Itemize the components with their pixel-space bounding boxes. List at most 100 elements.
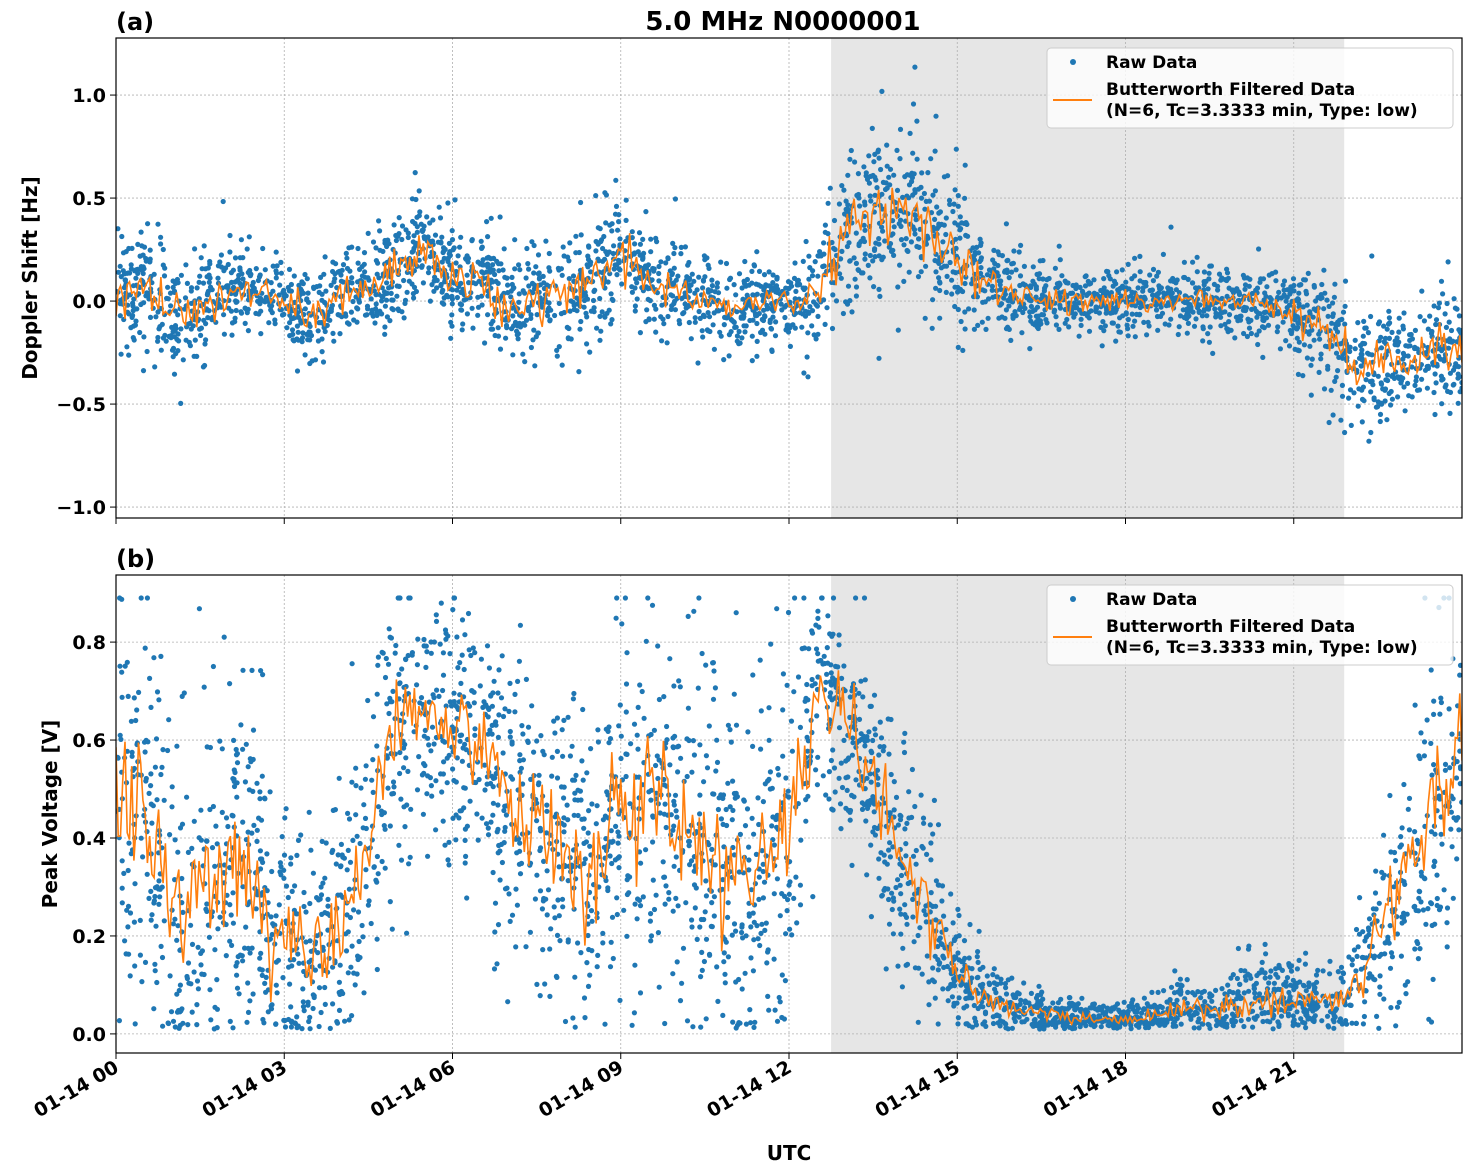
raw-data-point [356, 297, 362, 303]
raw-data-point [980, 287, 986, 293]
raw-data-point [1093, 306, 1099, 312]
raw-data-point [1012, 309, 1018, 315]
raw-data-point [1253, 308, 1259, 314]
raw-data-point [906, 195, 912, 201]
raw-data-point [355, 306, 361, 312]
raw-data-point [1342, 303, 1348, 309]
raw-data-point [779, 972, 785, 978]
raw-data-point [175, 312, 181, 318]
raw-data-point [937, 287, 943, 294]
raw-data-point [686, 319, 692, 326]
raw-data-point [759, 921, 765, 927]
raw-data-point [1024, 295, 1030, 301]
raw-data-point [772, 333, 779, 339]
raw-data-point [1155, 291, 1161, 297]
raw-data-point [194, 978, 201, 984]
raw-data-point [1083, 273, 1089, 279]
raw-data-point [1247, 276, 1253, 282]
raw-data-point [1078, 322, 1084, 328]
raw-data-point [991, 247, 997, 253]
raw-data-point [165, 747, 171, 754]
raw-data-point [788, 280, 794, 286]
raw-data-point [1078, 316, 1084, 322]
raw-data-point [672, 298, 678, 304]
raw-data-point [956, 957, 962, 963]
raw-data-point [1451, 296, 1457, 302]
raw-data-point [590, 297, 597, 304]
raw-data-point [323, 840, 329, 846]
raw-data-point [373, 245, 379, 251]
raw-data-point [665, 256, 671, 262]
y-tick-label: 0.6 [72, 730, 106, 752]
raw-data-point [1370, 906, 1376, 912]
raw-data-point [294, 1014, 300, 1020]
raw-data-point [1377, 984, 1383, 990]
raw-data-point [1412, 327, 1418, 333]
raw-data-point [522, 359, 528, 365]
raw-data-point [517, 324, 524, 330]
raw-data-point [148, 783, 154, 789]
raw-data-point [928, 840, 934, 846]
raw-data-point [202, 341, 208, 347]
raw-data-point [1021, 263, 1027, 269]
raw-data-point [1421, 753, 1427, 759]
raw-data-point [304, 276, 310, 282]
raw-data-point [861, 164, 867, 170]
raw-data-point [269, 310, 275, 316]
raw-data-point [384, 290, 390, 296]
raw-data-point [470, 645, 476, 651]
raw-data-point [1332, 281, 1338, 287]
raw-data-point [1432, 371, 1438, 377]
raw-data-point [670, 971, 676, 977]
raw-data-point [194, 1002, 200, 1008]
raw-data-point [901, 278, 907, 284]
raw-data-point [1378, 345, 1385, 351]
raw-data-point [582, 289, 588, 295]
raw-data-point [1423, 921, 1429, 927]
raw-data-point [754, 249, 760, 255]
raw-data-point [221, 331, 227, 337]
raw-data-point [770, 272, 776, 278]
raw-data-point [291, 273, 297, 279]
raw-data-point [1355, 403, 1361, 409]
raw-data-point [546, 300, 552, 306]
raw-data-point [821, 263, 827, 269]
raw-data-point [1141, 294, 1147, 300]
raw-data-point [439, 789, 445, 795]
raw-data-point [700, 334, 706, 340]
raw-data-point [517, 871, 524, 877]
raw-data-point [805, 309, 811, 315]
raw-data-point [912, 190, 918, 196]
raw-data-point [1395, 342, 1401, 348]
raw-data-point [219, 809, 225, 816]
raw-data-point [742, 258, 748, 265]
raw-data-point [897, 156, 903, 162]
raw-data-point [750, 968, 757, 974]
raw-data-point [863, 170, 869, 176]
raw-data-point [1294, 326, 1300, 332]
raw-data-point [117, 313, 123, 319]
raw-data-point [1197, 302, 1203, 308]
raw-data-point [1445, 388, 1451, 394]
raw-data-point [260, 245, 266, 252]
raw-data-point [1103, 304, 1109, 311]
raw-data-point [159, 321, 165, 327]
raw-data-point [770, 314, 776, 320]
raw-data-point [1296, 290, 1302, 296]
raw-data-point [403, 755, 409, 761]
raw-data-point [815, 754, 821, 760]
raw-data-point [270, 288, 276, 294]
raw-data-point [294, 323, 300, 329]
raw-data-point [648, 236, 654, 242]
raw-data-point [734, 333, 741, 339]
raw-data-point [528, 315, 534, 321]
raw-data-point [554, 974, 560, 981]
raw-data-point [1033, 294, 1039, 300]
raw-data-point [709, 283, 716, 289]
raw-data-point [1100, 319, 1106, 325]
raw-data-point [724, 285, 730, 291]
raw-data-point [821, 297, 827, 303]
raw-data-point [395, 595, 401, 601]
raw-data-point [872, 174, 878, 180]
raw-data-point [404, 289, 410, 295]
